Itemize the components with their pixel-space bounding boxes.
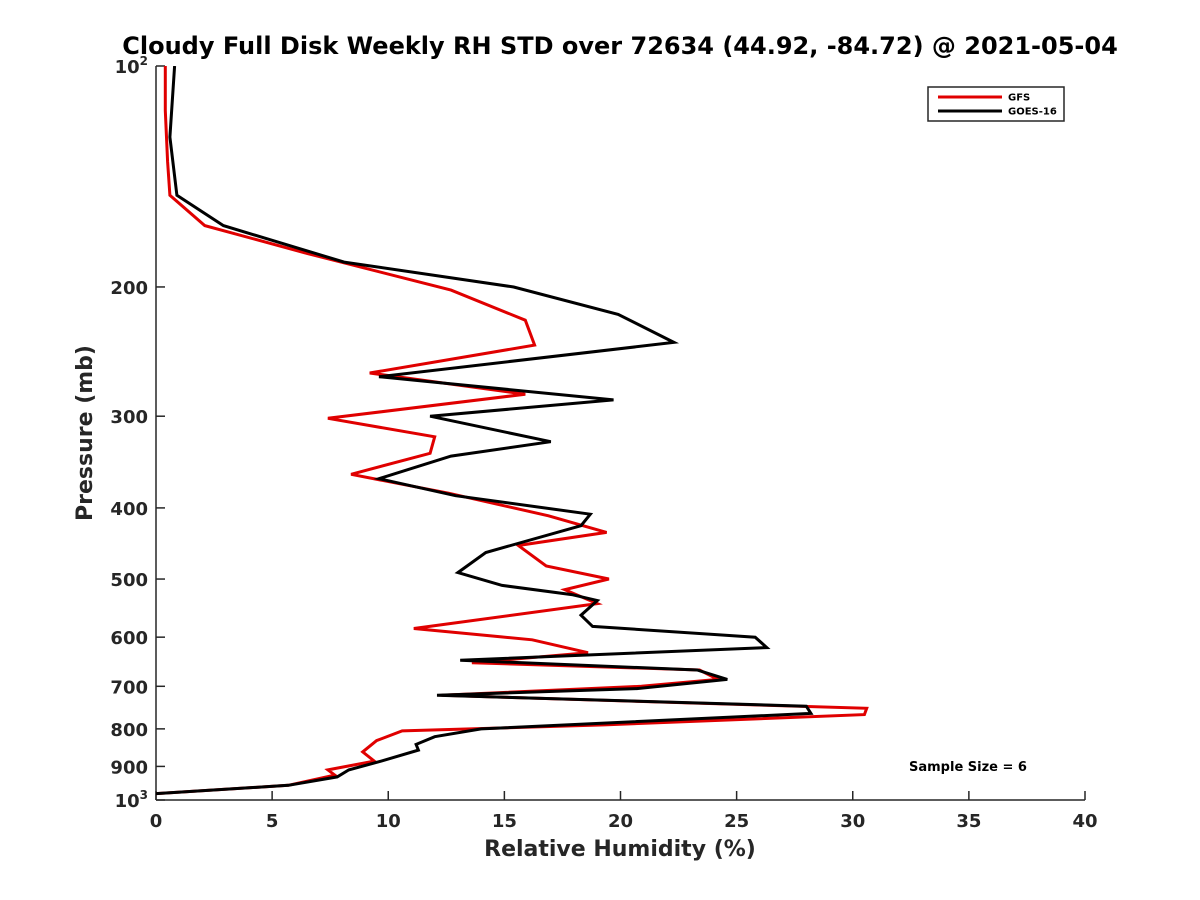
- x-tick-label: 30: [840, 811, 865, 832]
- x-tick-label: 25: [724, 811, 749, 832]
- y-tick-label: 900: [110, 757, 148, 778]
- sample-size-annotation: Sample Size = 6: [909, 760, 1027, 775]
- legend-label-goes-16: GOES-16: [1008, 107, 1057, 118]
- x-tick-label: 0: [150, 811, 163, 832]
- x-tick-label: 20: [608, 811, 633, 832]
- y-tick-label: 600: [110, 628, 148, 649]
- chart-title: Cloudy Full Disk Weekly RH STD over 7263…: [122, 32, 1118, 60]
- y-tick-label: 700: [110, 677, 148, 698]
- y-tick-label: 500: [110, 570, 148, 591]
- y-tick-label: 200: [110, 278, 148, 299]
- series-line-gfs: [156, 66, 869, 796]
- legend-label-gfs: GFS: [1008, 93, 1030, 104]
- y-tick-label: 102: [115, 54, 148, 78]
- y-tick-label: 103: [115, 788, 148, 812]
- x-tick-label: 5: [266, 811, 279, 832]
- x-tick-label: 10: [376, 811, 401, 832]
- legend: GFS GOES-16: [927, 86, 1065, 122]
- y-tick-label: 800: [110, 720, 148, 741]
- plot-area: 0 5 10 15 20 25 30 35 40 102 200 300 400 500 600 700 800…: [110, 54, 1097, 832]
- legend-box: [927, 86, 1065, 122]
- x-tick-label: 40: [1072, 811, 1097, 832]
- series-line-goes-16: [156, 66, 814, 796]
- y-tick-label: 400: [110, 499, 148, 520]
- x-axis-label: Relative Humidity (%): [484, 837, 756, 862]
- y-tick-label: 300: [110, 407, 148, 428]
- x-tick-label: 35: [956, 811, 981, 832]
- y-axis-label: Pressure (mb): [73, 345, 98, 521]
- x-tick-label: 15: [492, 811, 517, 832]
